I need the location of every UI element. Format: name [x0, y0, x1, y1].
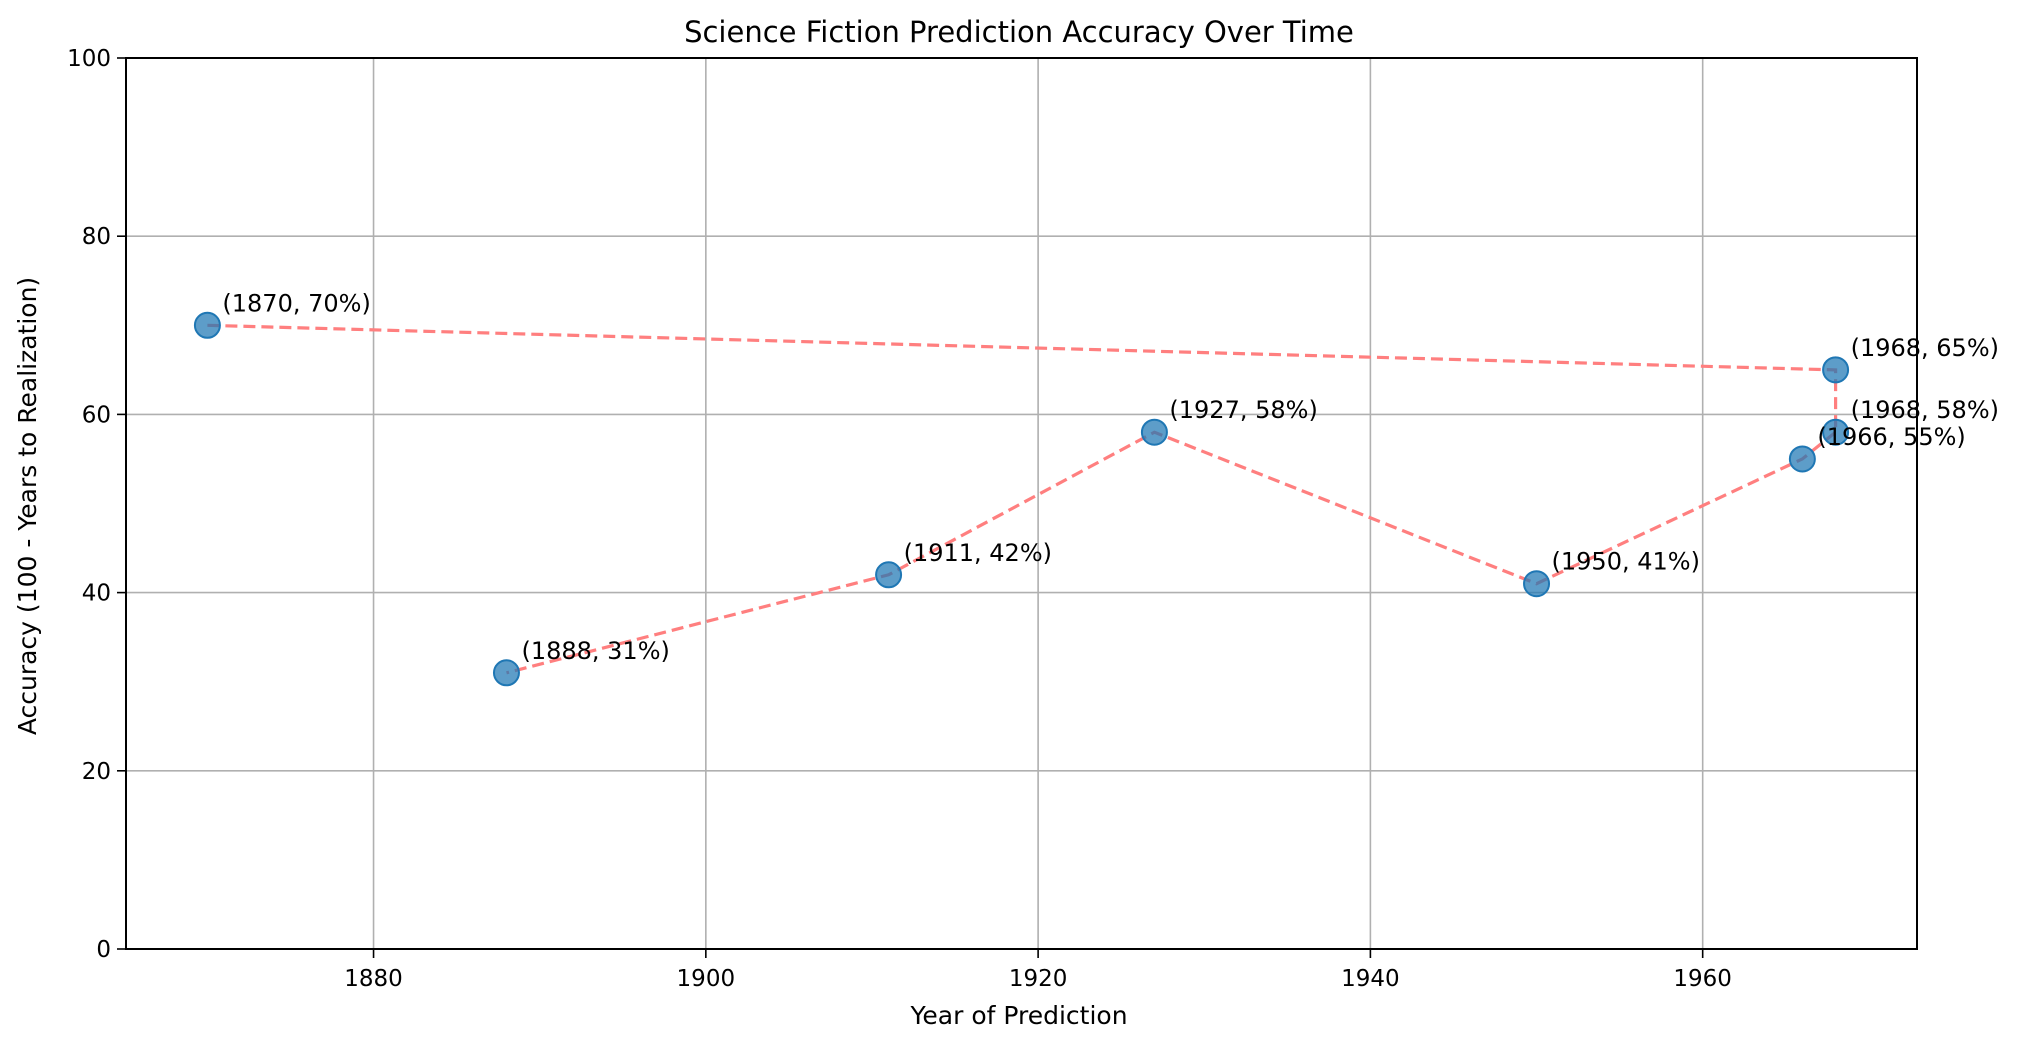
data-point-label: (1968, 65%) — [1851, 334, 1999, 362]
y-tick-label: 40 — [82, 581, 111, 607]
data-point-label: (1968, 58%) — [1851, 396, 1999, 424]
data-point-label: (1927, 58%) — [1169, 396, 1317, 424]
data-point — [1822, 418, 1850, 446]
y-tick-label: 80 — [82, 224, 111, 250]
data-point-label: (1888, 31%) — [521, 637, 669, 665]
data-point-label: (1950, 41%) — [1552, 548, 1700, 576]
data-point — [1140, 418, 1168, 446]
data-point-label: (1870, 70%) — [222, 289, 370, 317]
y-tick-label: 20 — [82, 759, 111, 785]
y-axis-label: Accuracy (100 - Years to Realization) — [13, 277, 42, 735]
data-point-label: (1966, 55%) — [1817, 423, 1965, 451]
chart-title: Science Fiction Prediction Accuracy Over… — [684, 15, 1354, 49]
y-tick-label: 0 — [96, 937, 111, 963]
y-tick-label: 100 — [67, 46, 111, 72]
data-points — [193, 311, 1850, 687]
data-point — [1788, 445, 1816, 473]
x-axis-label: Year of Prediction — [909, 1001, 1127, 1030]
plot-area-frame — [125, 57, 1918, 950]
x-tick-label: 1880 — [344, 966, 403, 992]
x-axis-ticks: 1880 1900 1920 1940 1960 — [344, 949, 1732, 992]
y-tick-label: 60 — [82, 402, 111, 428]
y-axis-ticks: 0 20 40 60 80 100 — [67, 46, 126, 963]
point-labels: (1870, 70%) (1968, 65%) (1968, 58%)(1966, … — [222, 289, 1999, 664]
data-point — [1822, 356, 1850, 384]
data-point — [193, 311, 221, 339]
x-tick-label: 1900 — [677, 966, 736, 992]
x-tick-label: 1960 — [1673, 966, 1732, 992]
data-point — [492, 659, 520, 687]
x-tick-label: 1920 — [1009, 966, 1068, 992]
data-point — [875, 561, 903, 589]
data-point — [1523, 570, 1551, 598]
x-tick-label: 1940 — [1341, 966, 1400, 992]
data-point-label: (1911, 42%) — [904, 539, 1052, 567]
